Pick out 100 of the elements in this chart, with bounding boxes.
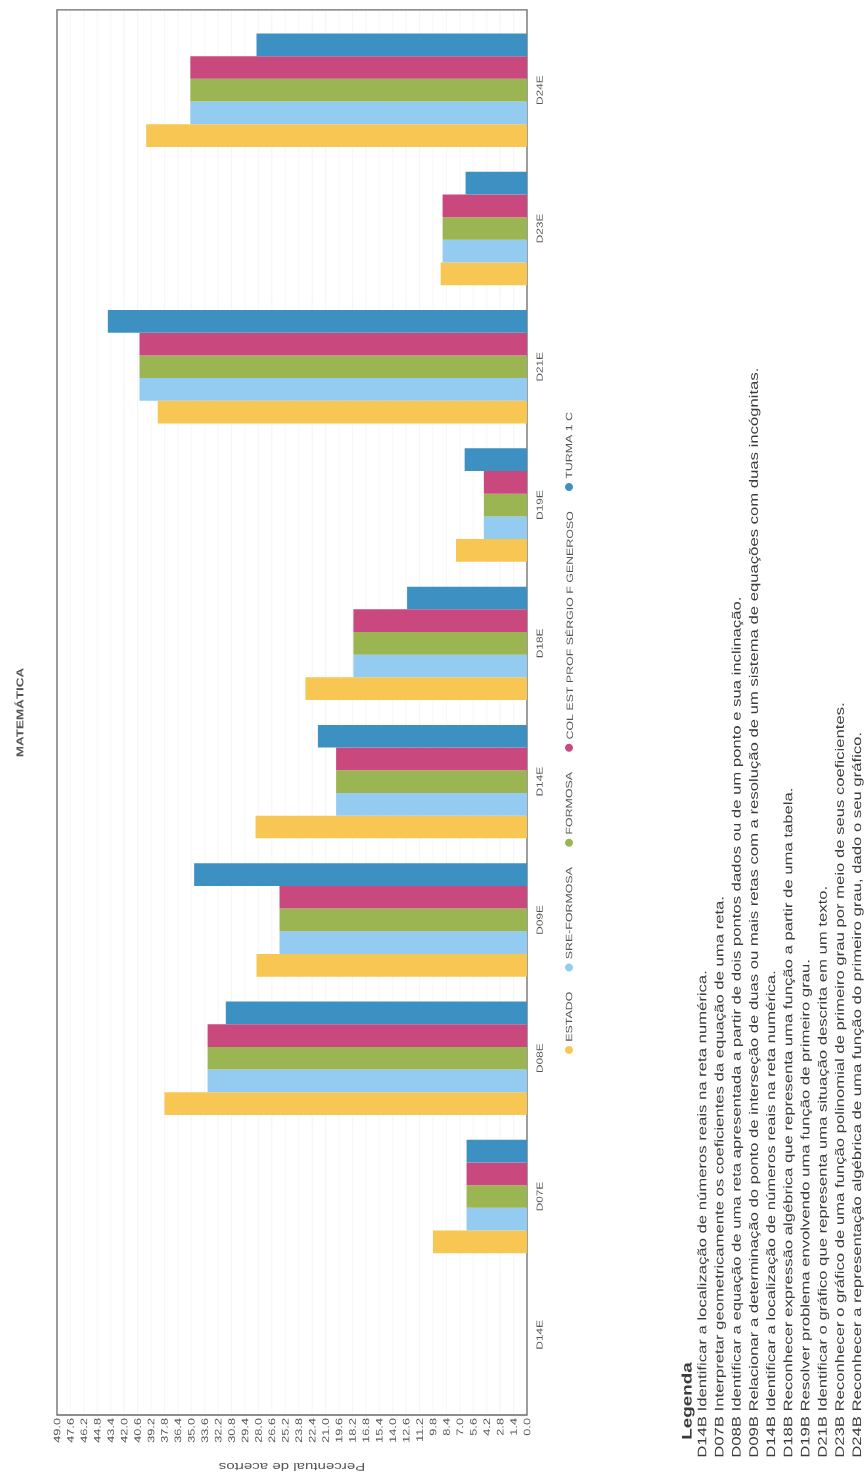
x-tick-label: 22.4 [308, 1418, 316, 1443]
x-tick-label: 49.0 [53, 1418, 61, 1443]
bar [190, 78, 527, 102]
y-tick-label: D21E [536, 352, 543, 381]
bar [353, 632, 527, 655]
bar [256, 33, 527, 57]
x-tick-label: 33.6 [201, 1418, 209, 1443]
bar [466, 1162, 527, 1186]
bar [442, 239, 527, 263]
text: D08B Identificar a equação de uma reta apresentada a partir de dois pontos dados ou de um ponto e sua inclinação. [731, 598, 744, 1457]
y-tick-label: D19E [536, 490, 543, 519]
x-tick-label: 29.4 [241, 1418, 249, 1443]
bar [164, 1092, 527, 1115]
bar [190, 101, 527, 125]
x-tick-label: 0.0 [523, 1418, 531, 1436]
x-tick-label: 39.2 [147, 1418, 155, 1443]
text: D18B Reconhecer expressão algébrica que representa uma função a partir de uma tabela. [783, 789, 795, 1457]
bar [146, 124, 527, 147]
bar [207, 1024, 527, 1047]
text: D14B Identificar a localização de números reais na reta numérica. [697, 971, 709, 1457]
bar [139, 332, 527, 356]
text: COL EST PROF SÉRGIO F GENEROSO [564, 511, 574, 739]
x-tick-label: 2.8 [496, 1418, 504, 1436]
y-tick-label: D14E [536, 1320, 543, 1349]
bar [279, 885, 527, 909]
bar [225, 1001, 527, 1025]
bar [139, 378, 527, 401]
text: D14B Identificar a localização de números reais na reta numérica. [765, 971, 778, 1457]
bar [336, 792, 527, 816]
text: MATEMÁTICA [14, 668, 24, 757]
y-tick-label: D24E [536, 75, 543, 105]
bar [456, 539, 527, 562]
bar [194, 863, 527, 886]
bar [483, 516, 527, 540]
x-tick-label: 4.2 [483, 1418, 491, 1436]
x-tick-label: 9.8 [429, 1418, 437, 1436]
y-tick-label: D08E [536, 1043, 543, 1073]
y-tick-label: D14E [536, 767, 543, 796]
bar [207, 1069, 527, 1093]
x-tick-label: 7.0 [456, 1418, 464, 1436]
bar [255, 815, 527, 839]
bar [407, 586, 527, 610]
x-tick-label: 36.4 [174, 1418, 182, 1443]
y-tick-label: D07E [536, 1182, 543, 1211]
x-tick-label: 12.6 [402, 1418, 410, 1442]
bar [157, 400, 527, 424]
text: D24B Reconhecer a representação algébrica de uma função do primeiro grau, dado o seu gráfico. [851, 733, 864, 1457]
text: D09B Relacionar a determinação do ponto de interseção de duas ou mais retas com a resolução de um sistema de equações com duas incógnitas. [748, 369, 761, 1457]
y-tick-label: D09E [536, 905, 543, 934]
bar [305, 677, 527, 701]
bar [353, 609, 527, 633]
x-tick-label: 44.8 [93, 1418, 101, 1443]
bar [279, 908, 527, 932]
x-tick-label: 40.6 [134, 1418, 141, 1443]
bar [483, 471, 527, 494]
x-tick-label: 11.2 [416, 1418, 423, 1441]
x-tick-label: 19.6 [335, 1418, 343, 1442]
x-tick-label: 25.2 [281, 1418, 289, 1443]
x-tick-label: 18.2 [349, 1418, 356, 1442]
x-tick-label: 1.4 [510, 1418, 517, 1435]
bar [139, 355, 527, 379]
x-tick-label: 21.0 [322, 1418, 329, 1443]
text: FORMOSA [565, 772, 573, 834]
x-tick-label: 37.8 [161, 1418, 168, 1443]
bar [442, 217, 527, 240]
y-tick-label: D23E [536, 214, 543, 243]
bar [464, 448, 527, 472]
x-tick-label: 15.4 [375, 1418, 383, 1442]
bar [336, 770, 527, 793]
text: SRE-FORMOSA [565, 867, 573, 959]
x-axis-title: Percentual de acertos [219, 1462, 365, 1472]
bar [466, 1185, 527, 1208]
bar [466, 1207, 527, 1231]
x-tick-label: 23.8 [295, 1418, 303, 1443]
text: ESTADO [565, 992, 573, 1041]
x-tick-label: 35.0 [187, 1418, 195, 1443]
bar [279, 931, 527, 954]
x-tick-label: 28.0 [255, 1418, 262, 1443]
bar [465, 171, 527, 195]
bar [107, 310, 527, 333]
x-tick-label: 47.6 [67, 1418, 74, 1443]
bar [317, 724, 527, 748]
x-tick-label: 43.4 [107, 1418, 115, 1443]
x-tick-label: 32.2 [214, 1418, 222, 1443]
bar [442, 194, 527, 218]
bar [336, 747, 527, 771]
bar [440, 262, 527, 286]
bar [432, 1230, 527, 1254]
text: D19B Resolver problema envolvendo uma função de primeiro grau. [800, 960, 812, 1457]
x-tick-label: 16.8 [362, 1418, 370, 1442]
text: D23B Reconhecer o gráfico de uma função polinomial de primeiro grau por meio de seus coeficientes. [834, 703, 847, 1457]
bar [353, 654, 527, 678]
text: Legenda [681, 1362, 695, 1439]
y-tick-label: D18E [536, 629, 543, 658]
x-tick-label: 5.6 [469, 1418, 477, 1436]
x-tick-label: 30.8 [228, 1418, 235, 1443]
bar [207, 1046, 527, 1070]
text: D07B Interpretar geometricamente os coeficientes da equação de uma reta. [714, 897, 726, 1457]
x-tick-label: 46.2 [80, 1418, 88, 1443]
bar [256, 953, 527, 977]
